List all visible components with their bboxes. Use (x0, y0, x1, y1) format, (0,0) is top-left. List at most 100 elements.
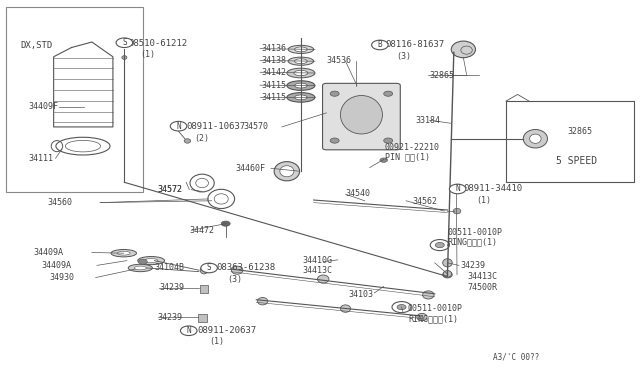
Ellipse shape (294, 59, 307, 64)
Ellipse shape (280, 166, 294, 177)
Text: 34111: 34111 (28, 154, 53, 163)
Text: A3/'C 00??: A3/'C 00?? (493, 352, 540, 361)
Text: 08911-10637: 08911-10637 (186, 122, 245, 131)
Circle shape (384, 91, 393, 96)
Text: N: N (455, 185, 460, 193)
Text: 08911-34410: 08911-34410 (463, 185, 522, 193)
Ellipse shape (287, 68, 315, 78)
Circle shape (170, 121, 187, 131)
Text: 34560: 34560 (47, 198, 72, 207)
Ellipse shape (287, 93, 315, 102)
Text: 33184: 33184 (415, 116, 440, 125)
Text: 34104B: 34104B (154, 263, 184, 272)
Text: 34136: 34136 (261, 44, 286, 53)
Text: 34239: 34239 (159, 283, 184, 292)
Ellipse shape (200, 266, 208, 274)
Ellipse shape (288, 45, 314, 54)
Circle shape (384, 138, 393, 143)
Text: 34115: 34115 (261, 93, 286, 102)
Ellipse shape (451, 41, 476, 58)
Text: (2): (2) (194, 134, 209, 142)
Text: 74500R: 74500R (468, 283, 498, 292)
Ellipse shape (294, 47, 307, 52)
Circle shape (380, 158, 388, 162)
Text: 34142: 34142 (261, 68, 286, 77)
Text: DX,STD: DX,STD (20, 41, 52, 50)
FancyBboxPatch shape (323, 83, 400, 150)
Ellipse shape (453, 208, 461, 214)
Ellipse shape (340, 305, 351, 312)
Text: 34409A: 34409A (33, 248, 63, 257)
Text: 00511-0010P: 00511-0010P (408, 304, 463, 313)
Circle shape (372, 40, 388, 50)
Text: 34409F: 34409F (28, 102, 58, 111)
Ellipse shape (444, 270, 452, 277)
Ellipse shape (294, 70, 308, 76)
Text: 34930: 34930 (49, 273, 74, 282)
Text: 34472: 34472 (189, 226, 214, 235)
Ellipse shape (232, 266, 243, 274)
Ellipse shape (294, 95, 307, 100)
Text: (3): (3) (228, 275, 243, 283)
Ellipse shape (134, 266, 147, 270)
Text: 34413C: 34413C (302, 266, 332, 275)
Text: 34572: 34572 (157, 185, 182, 194)
Text: N: N (176, 122, 181, 131)
Text: 34536: 34536 (326, 56, 351, 65)
Text: 34115: 34115 (261, 81, 286, 90)
Text: 34103: 34103 (349, 291, 374, 299)
Text: 08363-61238: 08363-61238 (217, 263, 276, 272)
Ellipse shape (422, 291, 434, 299)
Text: 34562: 34562 (412, 197, 437, 206)
Text: 32865: 32865 (429, 71, 454, 80)
Ellipse shape (274, 161, 300, 181)
Circle shape (449, 184, 466, 194)
Ellipse shape (417, 313, 427, 321)
Circle shape (116, 38, 132, 48)
Circle shape (330, 91, 339, 96)
Text: 34239: 34239 (157, 312, 182, 321)
Text: 34460F: 34460F (236, 164, 266, 173)
Text: 08510-61212: 08510-61212 (129, 39, 188, 48)
Circle shape (221, 221, 230, 226)
Text: 08116-81637: 08116-81637 (385, 41, 444, 49)
Ellipse shape (340, 96, 383, 134)
Text: S: S (207, 263, 211, 272)
Ellipse shape (257, 298, 268, 305)
Text: 34409A: 34409A (41, 261, 71, 270)
FancyBboxPatch shape (200, 285, 209, 293)
Text: (1): (1) (140, 51, 156, 60)
Ellipse shape (122, 56, 127, 60)
Ellipse shape (287, 81, 315, 90)
Circle shape (201, 263, 218, 273)
Text: 34239: 34239 (460, 261, 485, 270)
Text: B: B (378, 41, 382, 49)
Ellipse shape (145, 259, 158, 263)
Ellipse shape (111, 250, 136, 257)
Ellipse shape (128, 264, 152, 272)
Text: 32865: 32865 (567, 127, 592, 136)
Text: PIN ピン(1): PIN ピン(1) (385, 153, 430, 162)
Circle shape (138, 259, 147, 264)
Text: 00921-22210: 00921-22210 (385, 143, 440, 152)
Text: 08911-20637: 08911-20637 (198, 326, 257, 335)
Text: 34570: 34570 (244, 122, 269, 131)
Ellipse shape (294, 83, 307, 88)
Text: RINGリング(1): RINGリング(1) (408, 314, 458, 323)
Ellipse shape (530, 134, 541, 143)
Text: 34413C: 34413C (468, 272, 498, 281)
Ellipse shape (184, 139, 191, 143)
Circle shape (397, 305, 406, 310)
Text: 00511-0010P: 00511-0010P (447, 228, 502, 237)
Text: (1): (1) (209, 337, 224, 346)
Ellipse shape (288, 57, 314, 65)
Text: S: S (122, 38, 127, 47)
Text: 34138: 34138 (261, 56, 286, 65)
Text: (3): (3) (396, 52, 411, 61)
Text: 5 SPEED: 5 SPEED (556, 156, 597, 166)
Ellipse shape (524, 129, 547, 148)
Text: N: N (186, 326, 191, 335)
Circle shape (180, 326, 197, 336)
Text: RINGリング(1): RINGリング(1) (447, 238, 497, 247)
FancyBboxPatch shape (198, 314, 207, 322)
